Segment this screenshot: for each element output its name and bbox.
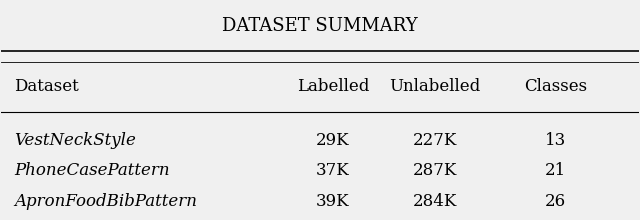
Text: 26: 26 [545, 193, 566, 210]
Text: Unlabelled: Unlabelled [389, 78, 481, 95]
Text: 37K: 37K [316, 162, 349, 179]
Text: 284K: 284K [413, 193, 457, 210]
Text: DATASET SUMMARY: DATASET SUMMARY [222, 16, 418, 35]
Text: 21: 21 [545, 162, 566, 179]
Text: VestNeckStyle: VestNeckStyle [14, 132, 136, 149]
Text: 29K: 29K [316, 132, 349, 149]
Text: Labelled: Labelled [296, 78, 369, 95]
Text: 287K: 287K [413, 162, 457, 179]
Text: Dataset: Dataset [14, 78, 79, 95]
Text: 39K: 39K [316, 193, 349, 210]
Text: PhoneCasePattern: PhoneCasePattern [14, 162, 170, 179]
Text: Classes: Classes [524, 78, 588, 95]
Text: ApronFoodBibPattern: ApronFoodBibPattern [14, 193, 197, 210]
Text: 227K: 227K [413, 132, 457, 149]
Text: 13: 13 [545, 132, 566, 149]
